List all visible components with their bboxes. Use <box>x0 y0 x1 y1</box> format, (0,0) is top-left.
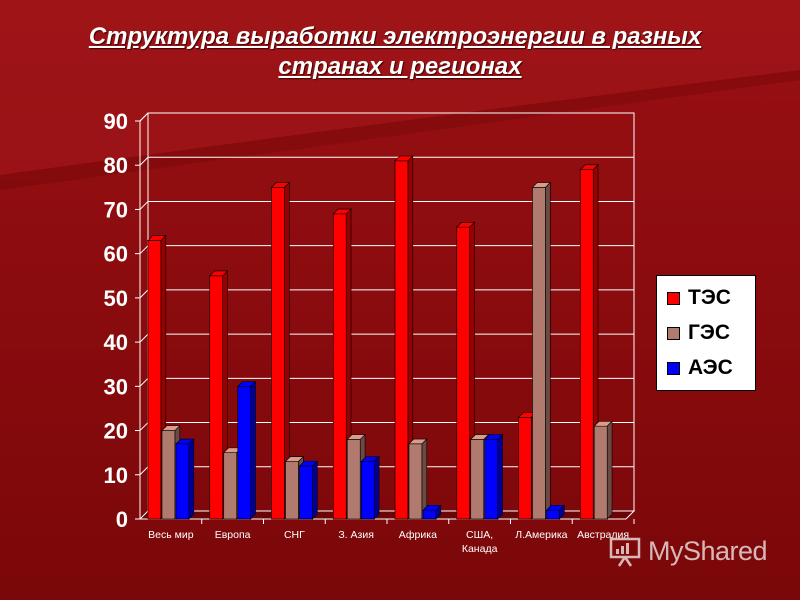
bar-front <box>237 386 252 520</box>
bar-0-2 <box>175 438 195 520</box>
x-tick-label-line: США, <box>466 529 493 541</box>
x-tick-label-line: Африка <box>399 529 437 541</box>
bar-front <box>161 430 176 520</box>
bar-front <box>394 160 409 520</box>
x-tick-label: Африка <box>399 529 437 541</box>
bar-front <box>422 509 437 520</box>
x-tick-label: Европа <box>215 529 251 541</box>
bar-side <box>497 433 503 520</box>
watermark: MyShared <box>608 534 768 568</box>
bar-front <box>147 240 162 520</box>
bar-front <box>408 443 423 520</box>
legend-item-aes: АЭС <box>667 356 733 379</box>
bar-front <box>271 187 285 520</box>
bar-5-2 <box>484 433 504 520</box>
bars <box>147 155 613 520</box>
bar-side <box>545 181 551 520</box>
gridline-depth <box>139 156 149 166</box>
y-tick-label: 70 <box>104 197 128 222</box>
y-tick-label: 30 <box>104 374 128 399</box>
y-axis-depth-line <box>139 112 149 122</box>
bar-4-1 <box>408 438 428 520</box>
y-tick-label: 0 <box>116 507 128 532</box>
legend-label-tes: ТЭС <box>688 286 731 309</box>
x-tick-label: СНГ <box>284 529 305 541</box>
y-tick-label: 10 <box>104 463 128 488</box>
legend-label-ges: ГЭС <box>688 321 731 344</box>
presentation-icon <box>609 537 641 567</box>
legend-swatch-tes <box>667 291 680 305</box>
legend-swatch-aes <box>667 361 680 375</box>
y-tick-label: 50 <box>104 286 128 311</box>
bar-3-2 <box>360 455 380 520</box>
bar-front <box>579 169 594 520</box>
watermark-text: MyShared <box>648 535 768 566</box>
bar-front <box>175 443 190 520</box>
x-tick-label-line: Европа <box>215 529 251 541</box>
bar-front <box>456 226 471 520</box>
bar-side <box>435 504 442 520</box>
x-tick-label-line: Канада <box>462 543 498 555</box>
bar-front <box>346 439 361 520</box>
x-tick-label-line: З. Азия <box>338 529 374 541</box>
y-tick-label: 90 <box>104 109 128 134</box>
x-tick-label-line: СНГ <box>284 529 305 541</box>
slide-title-line-1: Структура выработки электроэнергии в раз… <box>88 23 702 50</box>
y-tick-label: 40 <box>104 330 128 355</box>
bar-side <box>373 455 380 520</box>
gridline-depth <box>139 422 149 431</box>
gridline-depth <box>139 377 149 387</box>
bar-front <box>593 425 608 520</box>
bar-6-2 <box>545 504 566 520</box>
legend-swatch-ges <box>667 326 680 340</box>
bar-front <box>332 213 347 520</box>
bar-side <box>606 420 613 520</box>
legend-item-tes: ТЭС <box>667 286 731 309</box>
bar-side <box>559 504 565 520</box>
bar-front <box>209 275 224 520</box>
gridline-depth <box>139 245 149 255</box>
x-tick-label: Л.Америка <box>515 529 567 541</box>
gridline-depth <box>139 333 149 343</box>
bar-4-2 <box>422 504 442 520</box>
bar-front <box>299 465 313 520</box>
bar-6-1 <box>531 181 552 520</box>
y-tick-labels: 0 10 20 30 40 50 60 70 80 90 <box>104 109 128 532</box>
gridlines <box>139 112 634 476</box>
x-tick-label-line: Л.Америка <box>515 529 567 541</box>
bar-front <box>470 439 485 520</box>
bar-side <box>250 380 256 520</box>
bar-front <box>484 439 499 520</box>
bar-2-2 <box>298 460 319 520</box>
y-tick-label: 60 <box>104 242 128 267</box>
bar-side <box>188 438 195 520</box>
slide-title: Структура выработки электроэнергии в раз… <box>0 22 800 82</box>
gridline-depth <box>139 201 149 210</box>
y-tick-label: 80 <box>104 153 128 178</box>
legend-item-ges: ГЭС <box>667 321 731 344</box>
bar-front <box>546 509 560 520</box>
bar-front <box>223 452 238 520</box>
bar-front <box>360 461 375 520</box>
bar-front <box>285 461 299 520</box>
gridline-depth <box>139 289 149 299</box>
slide-title-line-2: странах и регионах <box>278 53 522 80</box>
x-tick-label: З. Азия <box>338 529 374 541</box>
x-tick-labels: Весь мир Европа СНГ З. Азия Африка США, Канада… <box>148 529 629 555</box>
gridline-depth <box>139 466 149 476</box>
bar-front <box>532 187 546 520</box>
y-tick-label: 20 <box>104 419 128 444</box>
bar-side <box>312 460 318 520</box>
bar-7-1 <box>593 420 613 520</box>
bar-front <box>518 416 532 520</box>
bar-1-2 <box>237 380 257 520</box>
chart-legend: ТЭС ГЭС АЭС <box>656 275 756 391</box>
x-tick-label-line: Весь мир <box>148 529 194 541</box>
x-tick-label: Весь мир <box>148 529 194 541</box>
legend-label-aes: АЭС <box>688 356 733 379</box>
x-tick-label: США, Канада <box>462 529 498 555</box>
